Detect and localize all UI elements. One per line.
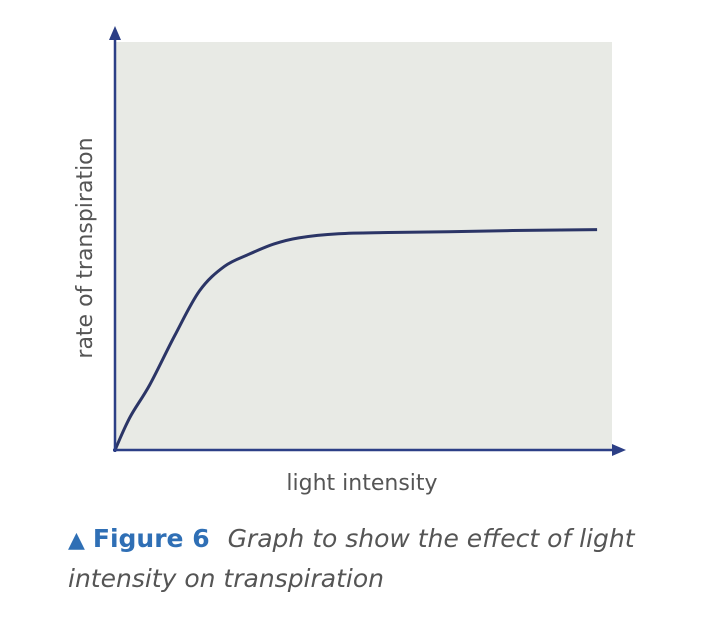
- figure-caption-text: Graph to show the effect of light intens…: [68, 524, 635, 593]
- data-curve: [113, 228, 598, 451]
- y-axis-label: rate of transpiration: [73, 137, 98, 358]
- x-axis-arrow-icon: [612, 444, 626, 456]
- y-axis-arrow-icon: [109, 26, 121, 40]
- figure-caption: ▲ Figure 6 Graph to show the effect of l…: [68, 520, 668, 598]
- plot-background: [115, 42, 612, 450]
- chart: light intensity rate of transpiration: [73, 26, 626, 496]
- triangle-icon: ▲: [68, 528, 85, 553]
- x-axis-label: light intensity: [286, 471, 437, 496]
- figure-label: Figure 6: [92, 524, 210, 553]
